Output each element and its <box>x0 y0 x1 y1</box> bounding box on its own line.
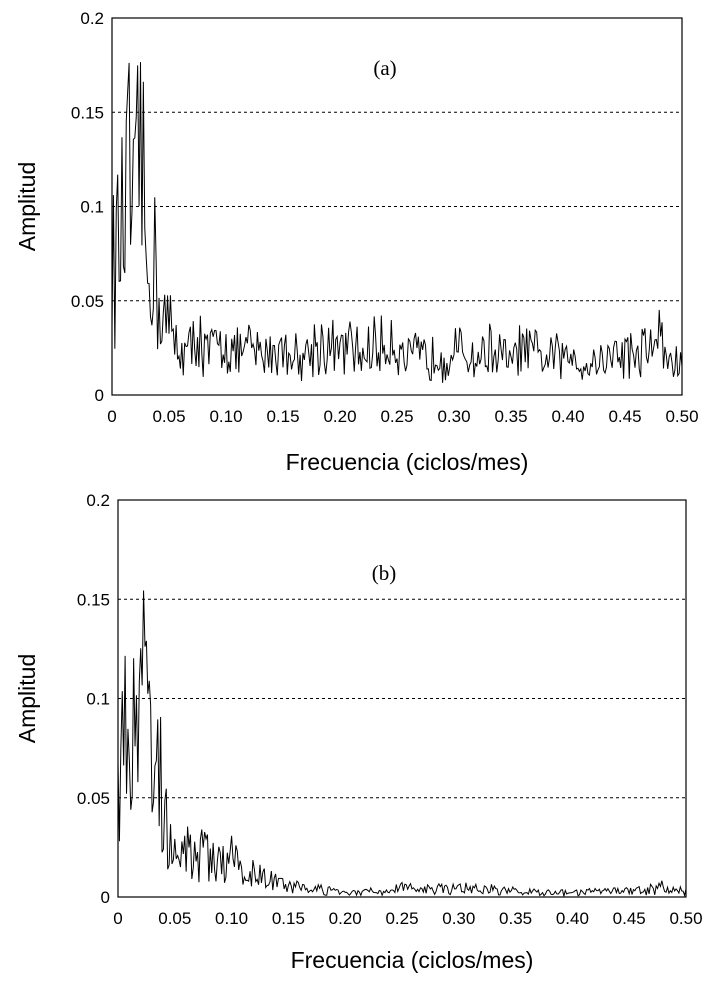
plot-frame <box>111 17 683 396</box>
x-tick-label: 0.20 <box>323 407 356 426</box>
y-tick-label: 0.15 <box>71 103 104 122</box>
x-tick-label: 0.40 <box>556 909 589 928</box>
y-tick-label: 0.15 <box>77 590 110 609</box>
x-tick-label: 0.25 <box>385 909 418 928</box>
x-tick-label: 0.25 <box>380 407 413 426</box>
x-tick-label: 0.45 <box>613 909 646 928</box>
series-line <box>111 62 683 383</box>
x-tick-label: 0.30 <box>437 407 470 426</box>
x-tick-label: 0.30 <box>442 909 475 928</box>
y-tick-label: 0 <box>95 386 104 405</box>
y-tick-label: 0 <box>101 888 110 907</box>
x-tick-label: 0.10 <box>209 407 242 426</box>
y-tick-label: 0.05 <box>71 292 104 311</box>
x-axis-title: Frecuencia (ciclos/mes) <box>291 947 534 973</box>
x-tick-label: 0.50 <box>669 909 702 928</box>
y-tick-label: 0.2 <box>86 491 110 510</box>
x-tick-label: 0 <box>113 909 122 928</box>
x-tick-label: 0.40 <box>551 407 584 426</box>
panel-label: (b) <box>372 561 397 585</box>
x-tick-label: 0.20 <box>329 909 362 928</box>
y-tick-label: 0.1 <box>86 690 110 709</box>
x-tick-label: 0 <box>107 407 116 426</box>
y-tick-label: 0.05 <box>77 789 110 808</box>
x-tick-label: 0.15 <box>266 407 299 426</box>
x-tick-label: 0.45 <box>608 407 641 426</box>
y-tick-label: 0.1 <box>80 198 104 217</box>
x-tick-label: 0.15 <box>272 909 305 928</box>
y-tick-label: 0.2 <box>80 9 104 28</box>
x-tick-label: 0.10 <box>215 909 248 928</box>
chart-b: 00.050.10.150.20 0.05 0.10 0.15 0.20 0.25 0.30… <box>14 491 703 973</box>
x-tick-label: 0.35 <box>494 407 527 426</box>
x-tick-label: 0.50 <box>665 407 698 426</box>
x-tick-label: 0.05 <box>152 407 185 426</box>
chart-a: 00.050.10.150.20 0.05 0.10 0.15 0.20 0.25 0.30… <box>14 9 699 475</box>
series-line <box>117 590 687 898</box>
x-tick-label: 0.35 <box>499 909 532 928</box>
y-axis-title: Amplitud <box>14 162 40 251</box>
panel-label: (a) <box>373 56 396 80</box>
y-axis-title: Amplitud <box>14 654 40 743</box>
x-tick-label: 0.05 <box>158 909 191 928</box>
plot-frame <box>117 499 687 898</box>
x-axis-title: Frecuencia (ciclos/mes) <box>286 449 529 475</box>
